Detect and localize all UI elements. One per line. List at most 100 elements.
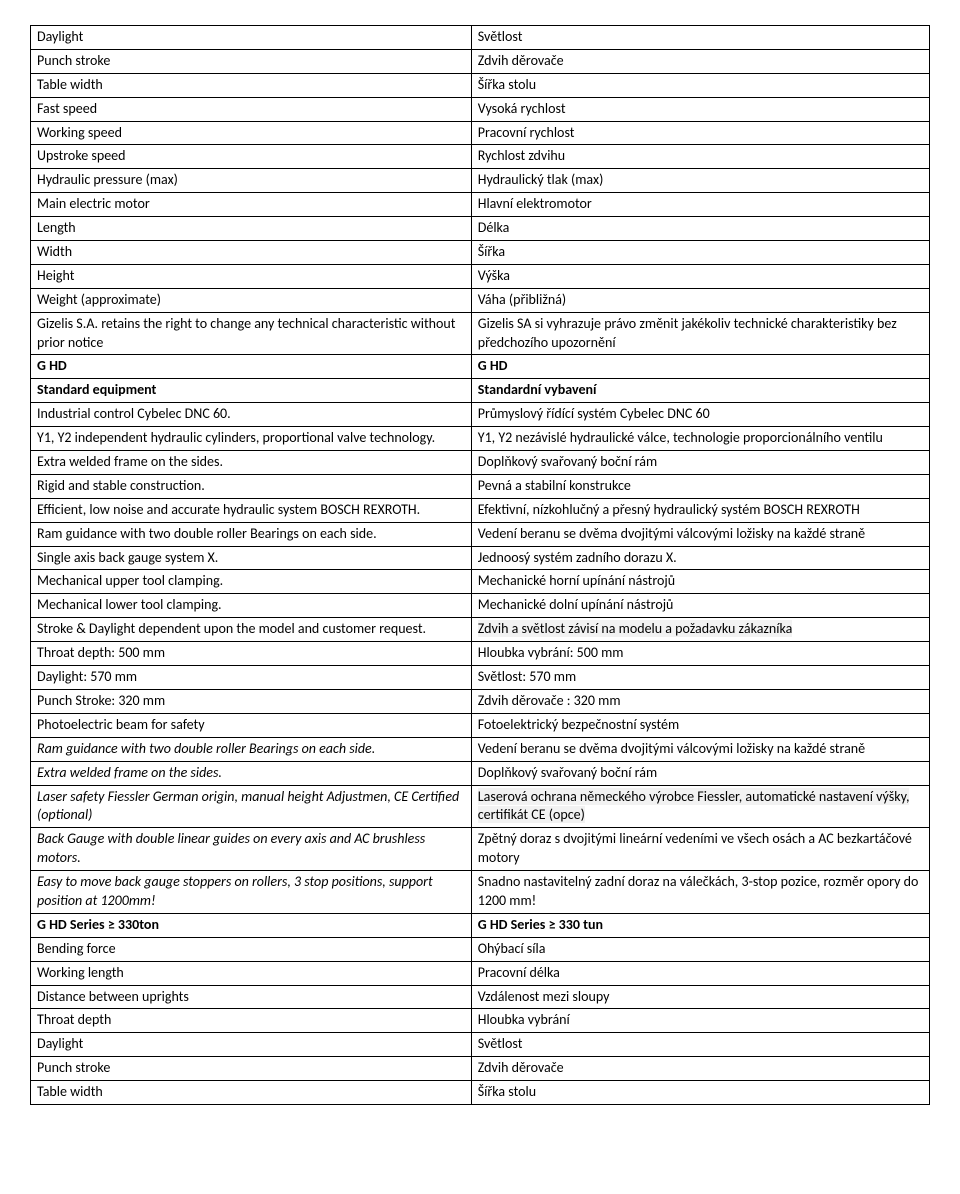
- table-row: WidthŠířka: [31, 241, 930, 265]
- table-row: Ram guidance with two double roller Bear…: [31, 737, 930, 761]
- table-row: Main electric motorHlavní elektromotor: [31, 193, 930, 217]
- cell-cz: Standardní vybavení: [471, 379, 929, 403]
- cell-cz: Šířka stolu: [471, 1081, 929, 1105]
- table-row: Gizelis S.A. retains the right to change…: [31, 312, 930, 355]
- cell-cz: Průmyslový řídící systém Cybelec DNC 60: [471, 403, 929, 427]
- cell-en: Single axis back gauge system X.: [31, 546, 472, 570]
- table-row: Standard equipmentStandardní vybavení: [31, 379, 930, 403]
- cell-cz: Hlavní elektromotor: [471, 193, 929, 217]
- table-row: Distance between uprightsVzdálenost mezi…: [31, 985, 930, 1009]
- cell-en: Mechanical upper tool clamping.: [31, 570, 472, 594]
- cell-cz: Hydraulický tlak (max): [471, 169, 929, 193]
- cell-cz: Vzdálenost mezi sloupy: [471, 985, 929, 1009]
- cell-en: Upstroke speed: [31, 145, 472, 169]
- cell-cz: Gizelis SA si vyhrazuje právo změnit jak…: [471, 312, 929, 355]
- cell-cz: Světlost: [471, 26, 929, 50]
- cell-cz: Mechanické horní upínání nástrojů: [471, 570, 929, 594]
- cell-en: Length: [31, 217, 472, 241]
- table-row: Efficient, low noise and accurate hydrau…: [31, 498, 930, 522]
- cell-cz: G HD: [471, 355, 929, 379]
- cell-en: Mechanical lower tool clamping.: [31, 594, 472, 618]
- cell-cz: Y1, Y2 nezávislé hydraulické válce, tech…: [471, 427, 929, 451]
- table-row: Throat depth: 500 mmHloubka vybrání: 500…: [31, 642, 930, 666]
- table-row: Punch Stroke: 320 mmZdvih děrovače : 320…: [31, 689, 930, 713]
- cell-cz: Laserová ochrana německého výrobce Fiess…: [471, 785, 929, 828]
- cell-cz: G HD Series ≥ 330 tun: [471, 913, 929, 937]
- cell-en: Working length: [31, 961, 472, 985]
- cell-cz: Vedení beranu se dvěma dvojitými válcový…: [471, 737, 929, 761]
- cell-en: Industrial control Cybelec DNC 60.: [31, 403, 472, 427]
- table-row: Mechanical lower tool clamping.Mechanick…: [31, 594, 930, 618]
- cell-cz: Zdvih děrovače: [471, 1057, 929, 1081]
- table-row: Working lengthPracovní délka: [31, 961, 930, 985]
- cell-en: Table width: [31, 73, 472, 97]
- table-row: DaylightSvětlost: [31, 1033, 930, 1057]
- cell-en: Bending force: [31, 937, 472, 961]
- cell-en: Ram guidance with two double roller Bear…: [31, 737, 472, 761]
- table-row: Laser safety Fiessler German origin, man…: [31, 785, 930, 828]
- cell-cz: Hloubka vybrání: [471, 1009, 929, 1033]
- cell-cz: Šířka stolu: [471, 73, 929, 97]
- table-row: Punch strokeZdvih děrovače: [31, 1057, 930, 1081]
- cell-en: Laser safety Fiessler German origin, man…: [31, 785, 472, 828]
- table-row: Rigid and stable construction.Pevná a st…: [31, 474, 930, 498]
- cell-en: Width: [31, 241, 472, 265]
- cell-en: Standard equipment: [31, 379, 472, 403]
- cell-cz: Světlost: [471, 1033, 929, 1057]
- cell-en: Gizelis S.A. retains the right to change…: [31, 312, 472, 355]
- table-row: Upstroke speedRychlost zdvihu: [31, 145, 930, 169]
- cell-cz: Šířka: [471, 241, 929, 265]
- cell-en: Height: [31, 264, 472, 288]
- table-row: Extra welded frame on the sides.Doplňkov…: [31, 761, 930, 785]
- cell-cz: Pracovní délka: [471, 961, 929, 985]
- cell-cz: Zdvih a světlost závisí na modelu a poža…: [471, 618, 929, 642]
- cell-cz: Délka: [471, 217, 929, 241]
- table-row: Punch strokeZdvih děrovače: [31, 49, 930, 73]
- cell-cz: Vedení beranu se dvěma dvojitými válcový…: [471, 522, 929, 546]
- cell-cz: Váha (přibližná): [471, 288, 929, 312]
- table-row: Hydraulic pressure (max)Hydraulický tlak…: [31, 169, 930, 193]
- cell-cz: Jednoosý systém zadního dorazu X.: [471, 546, 929, 570]
- table-row: Easy to move back gauge stoppers on roll…: [31, 871, 930, 914]
- cell-cz: Pracovní rychlost: [471, 121, 929, 145]
- cell-en: G HD: [31, 355, 472, 379]
- table-row: HeightVýška: [31, 264, 930, 288]
- table-row: Back Gauge with double linear guides on …: [31, 828, 930, 871]
- cell-en: Efficient, low noise and accurate hydrau…: [31, 498, 472, 522]
- cell-en: Photoelectric beam for safety: [31, 713, 472, 737]
- cell-en: Easy to move back gauge stoppers on roll…: [31, 871, 472, 914]
- table-row: Daylight: 570 mmSvětlost: 570 mm: [31, 666, 930, 690]
- cell-cz: Snadno nastavitelný zadní doraz na váleč…: [471, 871, 929, 914]
- table-row: Photoelectric beam for safetyFotoelektri…: [31, 713, 930, 737]
- cell-en: Daylight: [31, 26, 472, 50]
- cell-cz: Ohýbací síla: [471, 937, 929, 961]
- cell-en: Extra welded frame on the sides.: [31, 761, 472, 785]
- table-row: Extra welded frame on the sides.Doplňkov…: [31, 451, 930, 475]
- cell-en: Extra welded frame on the sides.: [31, 451, 472, 475]
- cell-cz: Světlost: 570 mm: [471, 666, 929, 690]
- cell-cz: Fotoelektrický bezpečnostní systém: [471, 713, 929, 737]
- table-row: G HDG HD: [31, 355, 930, 379]
- table-row: DaylightSvětlost: [31, 26, 930, 50]
- table-row: G HD Series ≥ 330tonG HD Series ≥ 330 tu…: [31, 913, 930, 937]
- cell-en: Rigid and stable construction.: [31, 474, 472, 498]
- cell-en: Ram guidance with two double roller Bear…: [31, 522, 472, 546]
- cell-en: Punch stroke: [31, 49, 472, 73]
- cell-en: Punch Stroke: 320 mm: [31, 689, 472, 713]
- cell-en: Punch stroke: [31, 1057, 472, 1081]
- cell-en: Table width: [31, 1081, 472, 1105]
- cell-cz: Vysoká rychlost: [471, 97, 929, 121]
- cell-en: Y1, Y2 independent hydraulic cylinders, …: [31, 427, 472, 451]
- cell-en: Fast speed: [31, 97, 472, 121]
- table-row: Table widthŠířka stolu: [31, 73, 930, 97]
- cell-en: Distance between uprights: [31, 985, 472, 1009]
- cell-en: Daylight: [31, 1033, 472, 1057]
- table-row: Single axis back gauge system X.Jednoosý…: [31, 546, 930, 570]
- table-row: Mechanical upper tool clamping.Mechanick…: [31, 570, 930, 594]
- table-row: Fast speedVysoká rychlost: [31, 97, 930, 121]
- table-row: Table widthŠířka stolu: [31, 1081, 930, 1105]
- table-row: Throat depthHloubka vybrání: [31, 1009, 930, 1033]
- cell-cz: Zdvih děrovače : 320 mm: [471, 689, 929, 713]
- table-row: Ram guidance with two double roller Bear…: [31, 522, 930, 546]
- table-row: Stroke & Daylight dependent upon the mod…: [31, 618, 930, 642]
